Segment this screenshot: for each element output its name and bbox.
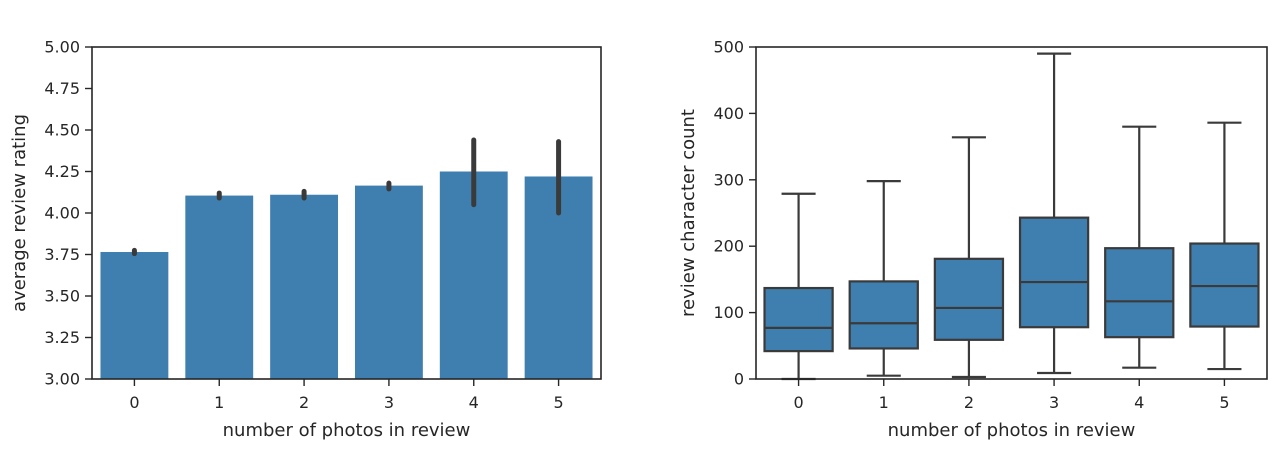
box-x-axis-label: number of photos in review [888,420,1136,441]
box-y-tick-label: 0 [734,370,744,389]
iqr-box [763,286,834,353]
box-5 [1189,121,1260,371]
bar-y-tick-label: 4.25 [44,162,80,181]
box-x-tick-label: 1 [879,393,889,412]
iqr-box [933,257,1005,341]
bar-x-tick-label: 5 [553,393,563,412]
bar-x-tick-label: 0 [129,393,139,412]
box-y-tick-label: 400 [713,104,744,123]
bar-y-tick-label: 3.25 [44,328,80,347]
bar-y-tick-label: 4.00 [44,204,80,223]
bar-y-tick-label: 4.50 [44,121,80,140]
bar-y-tick-label: 5.00 [44,38,80,57]
bar-1 [185,195,254,379]
box-x-tick-label: 4 [1134,393,1144,412]
box-y-tick-label: 300 [713,170,744,189]
bar-y-axis: 3.00 3.25 3.50 3.75 4.00 4.25 4.50 4.75 5.00 [44,38,92,389]
bar-3 [354,185,423,379]
bar-marks [100,171,593,379]
box-x-tick-label: 0 [793,393,803,412]
box-0 [763,192,834,381]
bar-error-bars [131,137,562,257]
box-x-tick-label: 2 [964,393,974,412]
box-2 [933,136,1005,379]
bar-x-tick-label: 1 [214,393,224,412]
box-4 [1104,125,1175,369]
box-y-axis-label: review character count [678,109,699,317]
box-x-tick-label: 3 [1049,393,1059,412]
box-y-tick-label: 200 [713,237,744,256]
bar-chart-panel: 3.00 3.25 3.50 3.75 4.00 4.25 4.50 4.75 5.00 0 1 2… [9,38,602,441]
bar-y-tick-label: 3.50 [44,287,80,306]
box-plot-frame [755,46,1268,380]
iqr-box [848,280,919,350]
box-y-tick-label: 500 [713,38,744,57]
bar-y-tick-label: 3.00 [44,370,80,389]
bar-y-axis-label: average review rating [9,114,30,312]
bar-x-axis: 0 1 2 3 4 5 [129,379,564,412]
iqr-box [1018,216,1090,329]
box-marks [763,52,1260,381]
box-3 [1018,52,1090,375]
box-x-axis: 0 1 2 3 4 5 [793,379,1230,412]
bar-x-axis-label: number of photos in review [223,420,471,441]
bar-y-tick-label: 3.75 [44,245,80,264]
box-x-tick-label: 5 [1219,393,1229,412]
bar-x-tick-label: 3 [384,393,394,412]
bar-y-tick-label: 4.75 [44,79,80,98]
bar-x-tick-label: 4 [469,393,479,412]
iqr-box [1104,247,1175,339]
bar-2 [270,194,339,379]
bar-0 [100,252,169,379]
bar-x-tick-label: 2 [299,393,309,412]
box-plot-panel: 0 100 200 300 400 500 0 1 2 3 4 5 number of photos… [678,38,1268,441]
box-y-tick-label: 100 [713,303,744,322]
box-1 [848,180,919,377]
box-y-axis: 0 100 200 300 400 500 [713,38,756,389]
